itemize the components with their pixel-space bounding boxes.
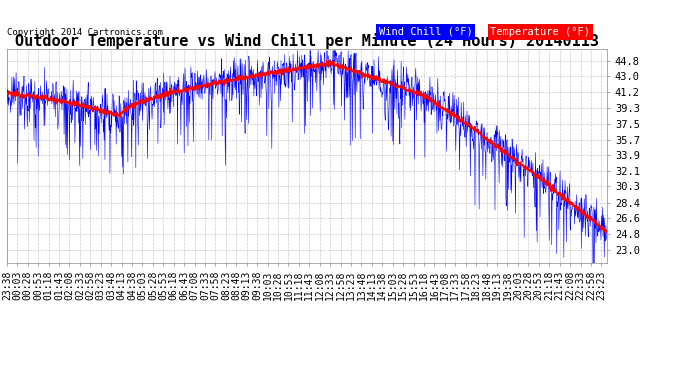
- Text: Wind Chill (°F): Wind Chill (°F): [379, 27, 473, 37]
- Text: Copyright 2014 Cartronics.com: Copyright 2014 Cartronics.com: [7, 28, 163, 37]
- Title: Outdoor Temperature vs Wind Chill per Minute (24 Hours) 20140113: Outdoor Temperature vs Wind Chill per Mi…: [15, 33, 599, 49]
- Text: Temperature (°F): Temperature (°F): [490, 27, 590, 37]
